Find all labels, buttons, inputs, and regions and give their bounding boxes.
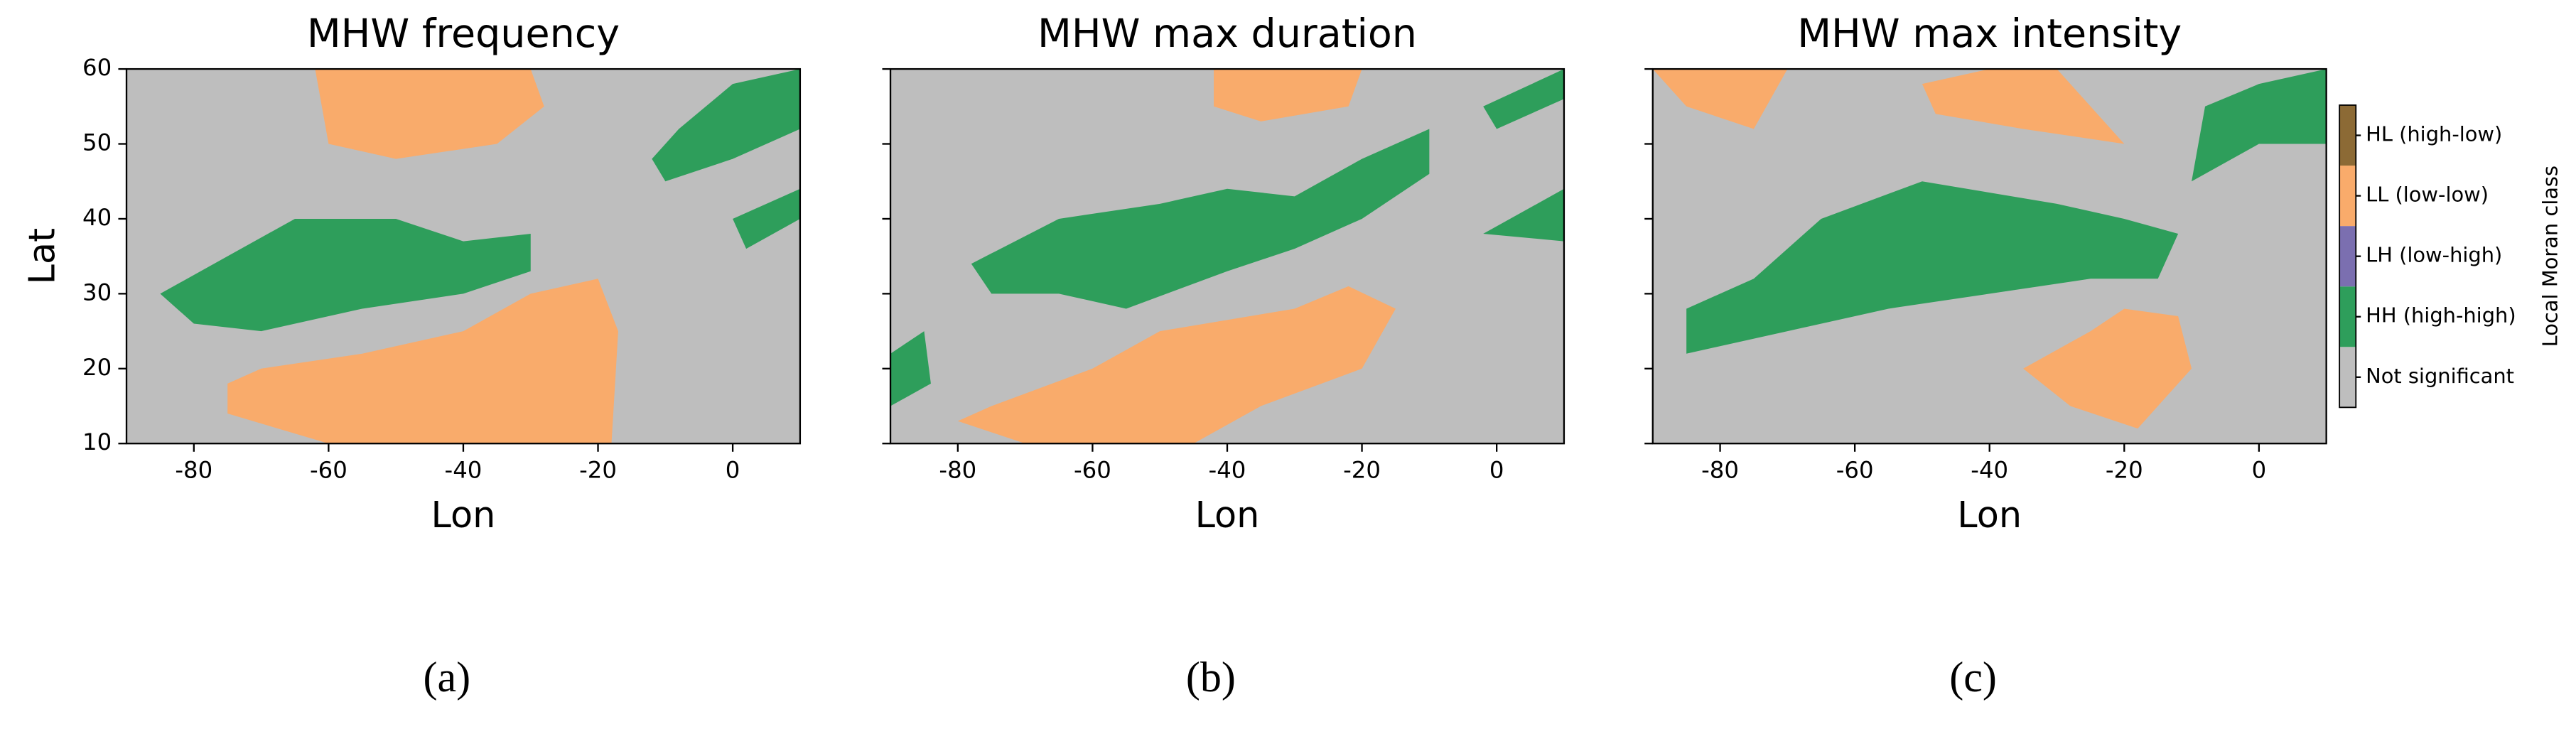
- legend-label: LL (low-low): [2366, 183, 2489, 207]
- x-tick-label: -60: [310, 457, 347, 484]
- panel-caption: (a): [423, 654, 470, 701]
- y-tick-label: 30: [82, 279, 112, 306]
- y-tick-label: 20: [82, 354, 112, 381]
- x-tick-label: 0: [2252, 457, 2267, 484]
- cluster-region: [160, 218, 531, 332]
- cluster-region: [1686, 181, 2179, 354]
- cluster-region: [1652, 69, 1788, 129]
- x-tick-label: -80: [1701, 457, 1739, 484]
- cluster-region: [2192, 69, 2327, 182]
- legend-frame: [2339, 104, 2357, 409]
- cluster-region: [1483, 69, 1564, 129]
- cluster-region: [1214, 69, 1362, 122]
- x-tick-label: -40: [1209, 457, 1246, 484]
- chart-title: MHW max intensity: [1797, 11, 2182, 57]
- chart-title: MHW max duration: [1038, 11, 1417, 57]
- x-axis-label: Lon: [1195, 494, 1260, 536]
- cluster-region: [227, 279, 618, 444]
- legend-swatch: [2339, 166, 2356, 227]
- panel-caption: (c): [1949, 654, 1997, 701]
- cluster-region: [315, 69, 544, 159]
- x-axis-label: Lon: [431, 494, 496, 536]
- cluster-region: [1922, 69, 2125, 144]
- cluster-region: [733, 188, 800, 249]
- cluster-region: [2023, 308, 2192, 429]
- legend-label: HH (high-high): [2366, 303, 2516, 328]
- chart-title: MHW frequency: [307, 11, 620, 57]
- x-tick-label: -60: [1074, 457, 1111, 484]
- panel-caption: (b): [1186, 654, 1236, 701]
- cluster-region: [957, 286, 1396, 444]
- legend-label: LH (low-high): [2366, 243, 2502, 267]
- y-tick-label: 40: [82, 204, 112, 231]
- x-tick-label: -40: [445, 457, 483, 484]
- cluster-region: [890, 331, 931, 406]
- legend-swatch: [2339, 226, 2356, 287]
- legend-label: Not significant: [2366, 364, 2514, 388]
- cluster-region: [1483, 188, 1564, 242]
- x-tick-label: -40: [1971, 457, 2008, 484]
- legend-swatch: [2339, 104, 2356, 166]
- legend-swatch: [2339, 286, 2356, 347]
- x-tick-label: -20: [579, 457, 617, 484]
- legend-title: Local Moran class: [2538, 166, 2562, 347]
- y-tick-label: 10: [82, 428, 112, 455]
- y-tick-label: 50: [82, 129, 112, 156]
- legend-label: HL (high-low): [2366, 122, 2502, 146]
- x-axis-label: Lon: [1957, 494, 2022, 536]
- x-tick-label: -60: [1836, 457, 1874, 484]
- x-tick-label: -20: [2106, 457, 2143, 484]
- figure-body: -80 -60 -40 -20 0 10 20 30 40 50 60 MHW frequency Lo…: [21, 11, 2562, 701]
- x-tick-label: 0: [1489, 457, 1504, 484]
- x-tick-label: -80: [939, 457, 976, 484]
- x-tick-label: -20: [1343, 457, 1381, 484]
- legend-swatch: [2339, 347, 2356, 408]
- y-axis-label: Lat: [21, 228, 63, 284]
- x-tick-label: 0: [726, 457, 740, 484]
- cluster-region: [971, 129, 1430, 309]
- x-tick-label: -80: [175, 457, 212, 484]
- y-tick-label: 60: [82, 54, 112, 81]
- cluster-region: [652, 69, 800, 182]
